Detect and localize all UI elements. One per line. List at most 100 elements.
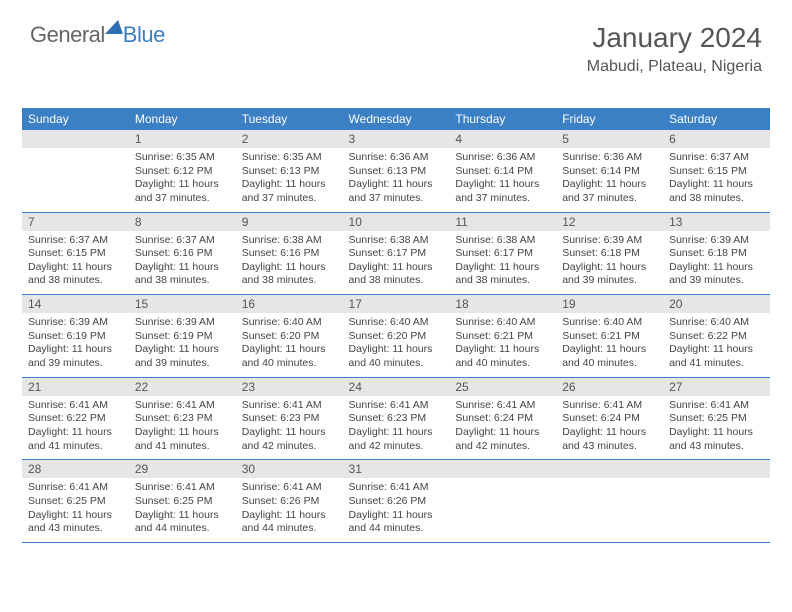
calendar-day: 26Sunrise: 6:41 AMSunset: 6:24 PMDayligh… [556,377,663,460]
calendar-empty [663,460,770,543]
day-content: Sunrise: 6:37 AMSunset: 6:15 PMDaylight:… [22,231,129,295]
day-content: Sunrise: 6:38 AMSunset: 6:17 PMDaylight:… [343,231,450,295]
calendar-empty [449,460,556,543]
day-content: Sunrise: 6:39 AMSunset: 6:18 PMDaylight:… [556,231,663,295]
day-content: Sunrise: 6:41 AMSunset: 6:22 PMDaylight:… [22,396,129,460]
calendar-day: 10Sunrise: 6:38 AMSunset: 6:17 PMDayligh… [343,212,450,295]
calendar-empty [556,460,663,543]
calendar-row: 28Sunrise: 6:41 AMSunset: 6:25 PMDayligh… [22,460,770,543]
day-content: Sunrise: 6:40 AMSunset: 6:21 PMDaylight:… [556,313,663,377]
day-content: Sunrise: 6:40 AMSunset: 6:20 PMDaylight:… [236,313,343,377]
page-title: January 2024 [587,22,762,54]
day-number: 17 [343,295,450,313]
calendar-day: 25Sunrise: 6:41 AMSunset: 6:24 PMDayligh… [449,377,556,460]
day-number: 7 [22,213,129,231]
calendar-day: 9Sunrise: 6:38 AMSunset: 6:16 PMDaylight… [236,212,343,295]
calendar-day: 2Sunrise: 6:35 AMSunset: 6:13 PMDaylight… [236,130,343,212]
day-content: Sunrise: 6:38 AMSunset: 6:17 PMDaylight:… [449,231,556,295]
day-content: Sunrise: 6:35 AMSunset: 6:13 PMDaylight:… [236,148,343,212]
brand-part1: General [30,22,105,48]
day-content: Sunrise: 6:40 AMSunset: 6:20 PMDaylight:… [343,313,450,377]
calendar-day: 6Sunrise: 6:37 AMSunset: 6:15 PMDaylight… [663,130,770,212]
calendar-day: 5Sunrise: 6:36 AMSunset: 6:14 PMDaylight… [556,130,663,212]
weekday-header: Tuesday [236,108,343,130]
calendar-day: 31Sunrise: 6:41 AMSunset: 6:26 PMDayligh… [343,460,450,543]
calendar-day: 24Sunrise: 6:41 AMSunset: 6:23 PMDayligh… [343,377,450,460]
day-number: 14 [22,295,129,313]
calendar-day: 22Sunrise: 6:41 AMSunset: 6:23 PMDayligh… [129,377,236,460]
weekday-header: Saturday [663,108,770,130]
calendar-day: 7Sunrise: 6:37 AMSunset: 6:15 PMDaylight… [22,212,129,295]
brand-logo: General Blue [30,22,165,48]
day-number: 3 [343,130,450,148]
day-number: 13 [663,213,770,231]
weekday-header: Thursday [449,108,556,130]
day-content: Sunrise: 6:41 AMSunset: 6:25 PMDaylight:… [22,478,129,542]
day-content: Sunrise: 6:40 AMSunset: 6:22 PMDaylight:… [663,313,770,377]
calendar-row: 7Sunrise: 6:37 AMSunset: 6:15 PMDaylight… [22,212,770,295]
day-content: Sunrise: 6:41 AMSunset: 6:23 PMDaylight:… [343,396,450,460]
day-number: 24 [343,378,450,396]
calendar-day: 18Sunrise: 6:40 AMSunset: 6:21 PMDayligh… [449,295,556,378]
day-content: Sunrise: 6:41 AMSunset: 6:25 PMDaylight:… [663,396,770,460]
day-content: Sunrise: 6:36 AMSunset: 6:14 PMDaylight:… [556,148,663,212]
weekday-header: Monday [129,108,236,130]
day-content: Sunrise: 6:36 AMSunset: 6:13 PMDaylight:… [343,148,450,212]
day-number: 20 [663,295,770,313]
calendar-day: 21Sunrise: 6:41 AMSunset: 6:22 PMDayligh… [22,377,129,460]
day-content: Sunrise: 6:41 AMSunset: 6:26 PMDaylight:… [236,478,343,542]
weekday-header: Friday [556,108,663,130]
day-number: 2 [236,130,343,148]
calendar-day: 14Sunrise: 6:39 AMSunset: 6:19 PMDayligh… [22,295,129,378]
day-number: 11 [449,213,556,231]
calendar-grid: SundayMondayTuesdayWednesdayThursdayFrid… [22,108,770,543]
calendar-day: 16Sunrise: 6:40 AMSunset: 6:20 PMDayligh… [236,295,343,378]
weekday-header-row: SundayMondayTuesdayWednesdayThursdayFrid… [22,108,770,130]
calendar-day: 13Sunrise: 6:39 AMSunset: 6:18 PMDayligh… [663,212,770,295]
day-content: Sunrise: 6:39 AMSunset: 6:19 PMDaylight:… [22,313,129,377]
header: January 2024 Mabudi, Plateau, Nigeria [587,22,762,76]
day-content: Sunrise: 6:41 AMSunset: 6:25 PMDaylight:… [129,478,236,542]
day-content: Sunrise: 6:37 AMSunset: 6:15 PMDaylight:… [663,148,770,212]
calendar-row: 1Sunrise: 6:35 AMSunset: 6:12 PMDaylight… [22,130,770,212]
day-number: 21 [22,378,129,396]
calendar-day: 20Sunrise: 6:40 AMSunset: 6:22 PMDayligh… [663,295,770,378]
day-content: Sunrise: 6:40 AMSunset: 6:21 PMDaylight:… [449,313,556,377]
day-content: Sunrise: 6:41 AMSunset: 6:23 PMDaylight:… [236,396,343,460]
calendar-day: 29Sunrise: 6:41 AMSunset: 6:25 PMDayligh… [129,460,236,543]
day-content: Sunrise: 6:39 AMSunset: 6:18 PMDaylight:… [663,231,770,295]
day-number: 15 [129,295,236,313]
weekday-header: Wednesday [343,108,450,130]
day-number: 1 [129,130,236,148]
day-number: 9 [236,213,343,231]
day-content: Sunrise: 6:37 AMSunset: 6:16 PMDaylight:… [129,231,236,295]
brand-triangle-icon [105,20,123,39]
weekday-header: Sunday [22,108,129,130]
day-number: 22 [129,378,236,396]
location-subtitle: Mabudi, Plateau, Nigeria [587,58,762,76]
calendar-day: 17Sunrise: 6:40 AMSunset: 6:20 PMDayligh… [343,295,450,378]
day-number: 6 [663,130,770,148]
calendar-empty [22,130,129,212]
day-number: 18 [449,295,556,313]
calendar-row: 14Sunrise: 6:39 AMSunset: 6:19 PMDayligh… [22,295,770,378]
calendar-day: 23Sunrise: 6:41 AMSunset: 6:23 PMDayligh… [236,377,343,460]
calendar-day: 11Sunrise: 6:38 AMSunset: 6:17 PMDayligh… [449,212,556,295]
calendar-day: 30Sunrise: 6:41 AMSunset: 6:26 PMDayligh… [236,460,343,543]
day-number: 19 [556,295,663,313]
day-number: 10 [343,213,450,231]
day-number: 16 [236,295,343,313]
calendar-body: 1Sunrise: 6:35 AMSunset: 6:12 PMDaylight… [22,130,770,542]
day-content: Sunrise: 6:35 AMSunset: 6:12 PMDaylight:… [129,148,236,212]
day-number: 31 [343,460,450,478]
day-number: 4 [449,130,556,148]
calendar-day: 28Sunrise: 6:41 AMSunset: 6:25 PMDayligh… [22,460,129,543]
day-number: 28 [22,460,129,478]
day-number: 5 [556,130,663,148]
day-content: Sunrise: 6:38 AMSunset: 6:16 PMDaylight:… [236,231,343,295]
day-number: 8 [129,213,236,231]
day-number: 26 [556,378,663,396]
calendar-day: 12Sunrise: 6:39 AMSunset: 6:18 PMDayligh… [556,212,663,295]
day-content: Sunrise: 6:39 AMSunset: 6:19 PMDaylight:… [129,313,236,377]
day-number: 30 [236,460,343,478]
